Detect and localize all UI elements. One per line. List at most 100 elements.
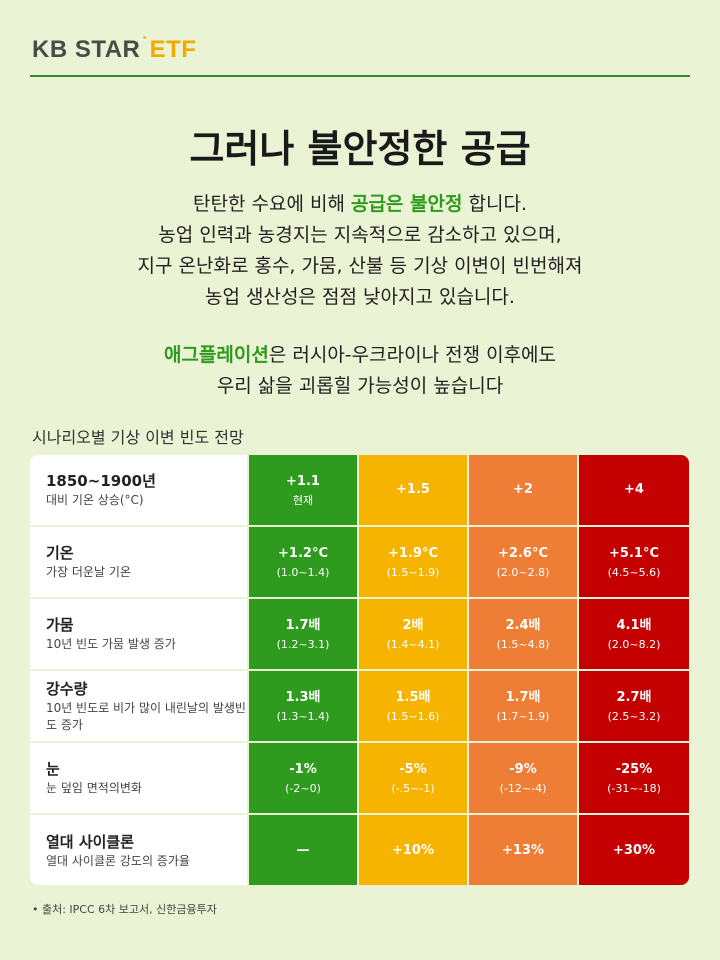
cell-value: -5% — [399, 761, 427, 777]
cell-range: (-2~0) — [285, 781, 321, 795]
logo-kb-star: KB STAR — [32, 36, 141, 63]
agflation-line-1: 애그플레이션은 러시아-우크라이나 전쟁 이후에도 — [0, 340, 720, 371]
cell-range: (-12~-4) — [499, 781, 547, 795]
row-label: 가뭄 10년 빈도 가뭄 발생 증가 — [30, 599, 247, 671]
kb-star-etf-logo: KB STAR ˙ ETF — [32, 34, 197, 64]
scenario-cell: +4 — [577, 455, 689, 527]
cell-value: -1% — [289, 761, 317, 777]
cell-range: (-31~-18) — [607, 781, 661, 795]
cell-range: (4.5~5.6) — [607, 565, 661, 579]
intro-line-1-pre: 탄탄한 수요에 비해 — [193, 193, 351, 215]
scenario-cell: +1.2°C (1.0~1.4) — [247, 527, 357, 599]
cell-value: +4 — [624, 482, 644, 497]
scenario-cell: 2.7배 (2.5~3.2) — [577, 671, 689, 743]
scenario-cell: +5.1°C (4.5~5.6) — [577, 527, 689, 599]
cell-value: 1.7배 — [285, 617, 321, 633]
source-note: • 출처: IPCC 6차 보고서, 신한금융투자 — [32, 903, 217, 916]
cell-range: (1.5~1.6) — [386, 709, 440, 723]
row-label-main: 기온 — [46, 544, 74, 562]
scenario-cell: 1.5배 (1.5~1.6) — [357, 671, 467, 743]
cell-value: +1.2°C — [278, 545, 328, 561]
cell-value: -9% — [509, 761, 537, 777]
agflation-line-2: 우리 삶을 괴롭힐 가능성이 높습니다 — [216, 375, 504, 397]
row-label-main: 가뭄 — [46, 616, 74, 634]
cell-value: 2배 — [402, 617, 424, 633]
cell-range: (1.7~1.9) — [496, 709, 550, 723]
intro-line-4: 농업 생산성은 점점 낮아지고 있습니다. — [205, 286, 515, 308]
header-divider — [30, 75, 690, 77]
cell-value: 2.4배 — [505, 617, 541, 633]
cell-value: +1.1 — [286, 473, 320, 489]
cell-range: (1.0~1.4) — [276, 565, 330, 579]
cell-value: -25% — [615, 761, 653, 777]
cell-value: 1.3배 — [285, 689, 321, 705]
cell-value: +13% — [501, 843, 544, 858]
cell-value: +10% — [391, 843, 434, 858]
intro-highlight: 공급은 불안정 — [350, 193, 463, 215]
row-label-main: 열대 사이클론 — [46, 833, 135, 851]
scenario-cell: -5% (-.5~-1) — [357, 743, 467, 815]
scenario-cell: +10% — [357, 815, 467, 885]
row-label-sub: 10년 빈도 가뭄 발생 증가 — [46, 637, 176, 651]
intro-line-1: 탄탄한 수요에 비해 공급은 불안정 합니다. — [0, 189, 720, 220]
cell-range: 현재 — [292, 493, 314, 507]
scenario-cell: +1.5 — [357, 455, 467, 527]
scenario-cell: +2 — [467, 455, 577, 527]
row-label: 강수량 10년 빈도로 비가 많이 내린날의 발생빈도 증가 — [30, 671, 247, 743]
cell-value: +5.1°C — [609, 545, 659, 561]
scenario-cell: 1.7배 (1.7~1.9) — [467, 671, 577, 743]
scenario-cell: -25% (-31~-18) — [577, 743, 689, 815]
cell-value: 1.7배 — [505, 689, 541, 705]
row-label-main: 1850~1900년 — [46, 472, 156, 490]
cell-value: +1.9°C — [388, 545, 438, 561]
intro-paragraph: 탄탄한 수요에 비해 공급은 불안정 합니다. 농업 인력과 농경지는 지속적으… — [0, 189, 720, 313]
scenario-cell: +13% — [467, 815, 577, 885]
cell-value: 2.7배 — [616, 689, 652, 705]
agflation-paragraph: 애그플레이션은 러시아-우크라이나 전쟁 이후에도 우리 삶을 괴롭힐 가능성이… — [0, 340, 720, 402]
row-label-main: 눈 — [46, 760, 60, 778]
scenario-cell: +2.6°C (2.0~2.8) — [467, 527, 577, 599]
cell-value: +2 — [513, 482, 533, 497]
scenario-cell: — — [247, 815, 357, 885]
cell-value: +1.5 — [396, 482, 430, 497]
scenario-cell: -1% (-2~0) — [247, 743, 357, 815]
logo-etf: ETF — [149, 36, 197, 63]
scenario-cell: 2배 (1.4~4.1) — [357, 599, 467, 671]
cell-value: 4.1배 — [616, 617, 652, 633]
cell-range: (1.2~3.1) — [276, 637, 330, 651]
cell-range: (2.0~8.2) — [607, 637, 661, 651]
row-label-sub: 가장 더운날 기온 — [46, 565, 131, 579]
cell-value: +30% — [612, 843, 655, 858]
scenario-cell: -9% (-12~-4) — [467, 743, 577, 815]
scenario-cell: 1.3배 (1.3~1.4) — [247, 671, 357, 743]
cell-value: — — [296, 843, 310, 858]
scenario-cell: +1.1 현재 — [247, 455, 357, 527]
cell-range: (-.5~-1) — [391, 781, 435, 795]
page-title: 그러나 불안정한 공급 — [189, 127, 531, 171]
intro-line-3: 지구 온난화로 홍수, 가뭄, 산불 등 기상 이변이 빈번해져 — [137, 255, 583, 277]
scenario-cell: 4.1배 (2.0~8.2) — [577, 599, 689, 671]
cell-range: (1.3~1.4) — [276, 709, 330, 723]
cell-range: (1.5~1.9) — [386, 565, 440, 579]
row-label-sub: 10년 빈도로 비가 많이 내린날의 발생빈도 증가 — [46, 700, 246, 732]
intro-line-1-post: 합니다. — [462, 193, 528, 215]
table-title: 시나리오별 기상 이변 빈도 전망 — [32, 428, 244, 447]
cell-range: (2.0~2.8) — [496, 565, 550, 579]
row-label-main: 강수량 — [46, 679, 88, 698]
row-label-sub: 열대 사이클론 강도의 증가율 — [46, 854, 190, 868]
scenario-cell: +1.9°C (1.5~1.9) — [357, 527, 467, 599]
cell-value: +2.6°C — [498, 545, 548, 561]
row-label-sub: 눈 덮임 면적의변화 — [46, 781, 142, 795]
scenario-cell: +30% — [577, 815, 689, 885]
cell-value: 1.5배 — [395, 689, 431, 705]
scenario-cell: 1.7배 (1.2~3.1) — [247, 599, 357, 671]
row-label-sub: 대비 기온 상승(°C) — [46, 493, 144, 507]
agflation-highlight: 애그플레이션 — [163, 344, 269, 366]
logo-tick-icon: ˙ — [141, 34, 149, 56]
scenario-cell: 2.4배 (1.5~4.8) — [467, 599, 577, 671]
